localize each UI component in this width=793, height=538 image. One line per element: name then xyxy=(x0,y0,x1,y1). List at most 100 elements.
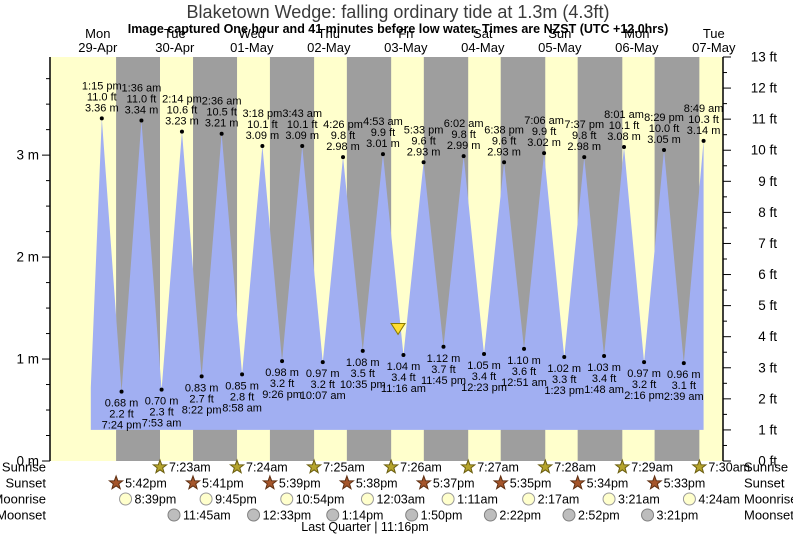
sunset-time: 5:38pm xyxy=(356,477,398,491)
low-tide-point xyxy=(199,374,204,379)
moonset-time: 2:22pm xyxy=(499,509,541,523)
date-label: 29-Apr xyxy=(78,40,118,55)
moonrise-time: 12:03am xyxy=(376,493,425,507)
weekday-label: Sun xyxy=(548,26,571,41)
high-tide-point xyxy=(99,116,104,121)
high-tide-time: 8:49 am xyxy=(684,103,724,115)
high-tide-feet: 9.9 ft xyxy=(532,126,556,138)
sunset-star-icon xyxy=(569,474,586,490)
moonrise-circle-icon xyxy=(441,492,455,506)
low-tide-meters: 0.70 m xyxy=(145,396,179,408)
sunrise-star-icon xyxy=(151,458,168,474)
low-tide-feet: 3.2 ft xyxy=(311,379,335,391)
sunrise-time: 7:23am xyxy=(169,461,211,475)
high-tide-feet: 9.6 ft xyxy=(411,135,435,147)
low-tide-point xyxy=(360,348,365,353)
sunset-row-label-left: Sunset xyxy=(6,476,47,491)
sunrise-star-icon xyxy=(306,458,323,474)
low-tide-time: 11:16 am xyxy=(381,383,426,395)
sunset-time: 5:39pm xyxy=(279,477,321,491)
low-tide-meters: 1.03 m xyxy=(587,362,621,374)
high-tide-meters: 3.09 m xyxy=(246,130,280,142)
low-tide-feet: 3.4 ft xyxy=(472,371,496,383)
high-tide-feet: 11.0 ft xyxy=(87,91,117,103)
high-tide-meters: 2.93 m xyxy=(407,146,441,158)
high-tide-point xyxy=(260,143,265,148)
high-tide-meters: 3.08 m xyxy=(607,131,641,143)
low-tide-meters: 1.12 m xyxy=(427,353,461,365)
left-axis-label: 3 m xyxy=(16,148,39,163)
sunset-time: 5:42pm xyxy=(125,477,167,491)
low-tide-time: 8:22 pm xyxy=(182,404,222,416)
high-tide-feet: 10.1 ft xyxy=(247,119,278,131)
high-tide-feet: 10.5 ft xyxy=(206,107,237,119)
moonrise-time: 9:45pm xyxy=(215,493,257,507)
low-tide-feet: 3.3 ft xyxy=(552,374,576,386)
date-label: 04-May xyxy=(461,40,505,55)
high-tide-meters: 2.98 m xyxy=(326,141,360,153)
right-axis-label: 9 ft xyxy=(758,174,777,189)
high-tide-point xyxy=(300,143,305,148)
sunset-star-icon xyxy=(185,474,202,490)
left-axis-label: 1 m xyxy=(16,352,39,367)
high-tide-point xyxy=(622,144,627,149)
date-label: 01-May xyxy=(230,40,274,55)
sunrise-star-icon xyxy=(229,458,246,474)
moonrise-time: 8:39pm xyxy=(135,493,177,507)
low-tide-meters: 1.08 m xyxy=(346,357,380,369)
sunrise-time: 7:29am xyxy=(631,461,673,475)
high-tide-time: 6:02 am xyxy=(444,118,484,130)
sunrise-time: 7:26am xyxy=(400,461,442,475)
weekday-label: Fri xyxy=(398,26,413,41)
moonset-time: 2:52pm xyxy=(578,509,620,523)
high-tide-meters: 3.09 m xyxy=(285,130,319,142)
low-tide-feet: 3.2 ft xyxy=(632,379,656,391)
high-tide-time: 7:06 am xyxy=(524,115,564,127)
low-tide-time: 10:07 am xyxy=(300,390,346,402)
weekday-label: Mon xyxy=(624,26,649,41)
low-tide-point xyxy=(159,387,164,392)
sun-moon-rows: Sunrise Sunrise 7:23am 7:24am 7:25am 7:26am 7:… xyxy=(0,458,793,523)
low-tide-time: 8:58 am xyxy=(222,402,262,414)
right-axis-label: 12 ft xyxy=(751,81,778,96)
low-tide-time: 10:35 pm xyxy=(340,379,386,391)
high-tide-time: 6:38 pm xyxy=(484,124,524,136)
low-tide-point xyxy=(642,360,647,365)
high-tide-point xyxy=(179,129,184,134)
low-tide-meters: 0.97 m xyxy=(306,368,340,380)
moonset-row-label-left: Moonset xyxy=(0,508,46,523)
high-tide-time: 3:18 pm xyxy=(243,108,283,120)
high-tide-time: 8:29 pm xyxy=(644,112,684,124)
sunset-time: 5:37pm xyxy=(433,477,475,491)
low-tide-feet: 3.7 ft xyxy=(431,364,455,376)
high-tide-feet: 10.0 ft xyxy=(649,123,680,135)
right-axis-label: 3 ft xyxy=(758,360,777,375)
sunset-time: 5:34pm xyxy=(587,477,629,491)
chart-subtitle: Image captured One hour and 41 minutes b… xyxy=(128,22,669,36)
high-tide-point xyxy=(582,155,587,160)
high-tide-meters: 2.98 m xyxy=(567,141,601,153)
sunset-star-icon xyxy=(338,474,355,490)
moonset-circle-icon xyxy=(405,508,419,522)
tide-curve xyxy=(90,118,704,430)
right-axis-label: 0 ft xyxy=(758,454,777,469)
low-tide-feet: 2.8 ft xyxy=(230,391,254,403)
high-tide-time: 8:01 am xyxy=(604,109,644,121)
low-tide-point xyxy=(562,355,567,360)
low-tide-time: 12:23 pm xyxy=(461,382,507,394)
low-tide-meters: 0.83 m xyxy=(185,382,219,394)
low-tide-feet: 2.2 ft xyxy=(109,409,133,421)
moonset-time: 3:21pm xyxy=(657,509,699,523)
sunrise-time: 7:27am xyxy=(477,461,519,475)
sunset-row-label-right: Sunset xyxy=(744,476,785,491)
sunrise-star-icon xyxy=(383,458,400,474)
high-tide-meters: 3.21 m xyxy=(205,118,239,130)
low-tide-meters: 1.04 m xyxy=(387,361,421,373)
low-tide-point xyxy=(522,346,527,351)
low-tide-time: 7:24 pm xyxy=(102,420,142,432)
date-label: 30-Apr xyxy=(155,40,195,55)
high-tide-time: 1:15 pm xyxy=(82,80,122,92)
weekday-label: Wed xyxy=(239,26,266,41)
moonset-time: 1:50pm xyxy=(421,509,463,523)
high-tide-point xyxy=(502,160,507,165)
